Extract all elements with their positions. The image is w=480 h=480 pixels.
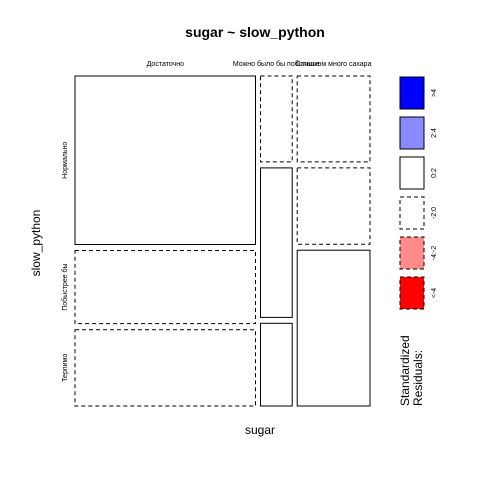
legend-label-2-0: -2:0 [431,207,438,219]
chart-title: sugar ~ slow_python [185,24,325,40]
legend-label-4-2: -4:-2 [431,246,438,261]
mosaic-cell-слишком-много-сахара-терпимо [296,249,371,407]
mosaic-cells [74,75,371,407]
x-axis-label: sugar [245,423,275,437]
legend-swatch-2-4 [399,116,425,150]
y-tick-label-побыстрее-бы: Побыстрее бы [61,263,69,310]
legend: >4 2:4 0:2 -2:0 -4:-2 <-4 Standardized Residu… [398,76,438,406]
y-tick-labels: Нормально Побыстрее бы Терпимо [61,142,69,382]
mosaic-cell-достаточно-терпимо [74,329,256,407]
legend-swatch-4-2 [399,236,425,270]
y-tick-label-нормально: Нормально [62,142,69,179]
x-tick-label-можно-было-бы-побольше: Можно было бы побольше [233,60,320,68]
mosaic-cell-достаточно-нормально [74,75,256,245]
legend-swatch-4 [399,76,425,110]
mosaic-cell-можно-было-бы-побольше-нормально [260,75,293,163]
mosaic-cell-достаточно-побыстрее-бы [74,250,256,325]
y-axis-label: slow_python [29,210,43,277]
legend-label-0-2: 0:2 [431,168,438,178]
legend-title-line2: Residuals: [411,350,425,406]
legend-swatch-2-0 [399,196,425,230]
legend-label-2-4: 2:4 [431,128,438,138]
mosaic-cell-слишком-много-сахара-нормально [296,75,371,163]
mosaic-cell-можно-было-бы-побольше-терпимо [260,322,293,407]
mosaic-cell-слишком-много-сахара-побыстрее-бы [296,167,371,245]
y-tick-label-терпимо: Терпимо [62,354,69,382]
x-tick-label-достаточно: Достаточно [147,61,184,68]
mosaic-cell-можно-было-бы-побольше-побыстрее-бы [260,167,293,318]
legend-swatch-4 [399,276,425,310]
legend-label-4: <-4 [431,288,438,298]
legend-label-4: >4 [431,89,438,97]
legend-swatch-0-2 [399,156,425,190]
x-tick-labels: Достаточно Можно было бы побольшеСлишком … [147,60,372,68]
legend-title-line1: Standardized [398,335,412,406]
x-tick-label-слишком-много-сахара: Слишком много сахара [296,61,372,68]
